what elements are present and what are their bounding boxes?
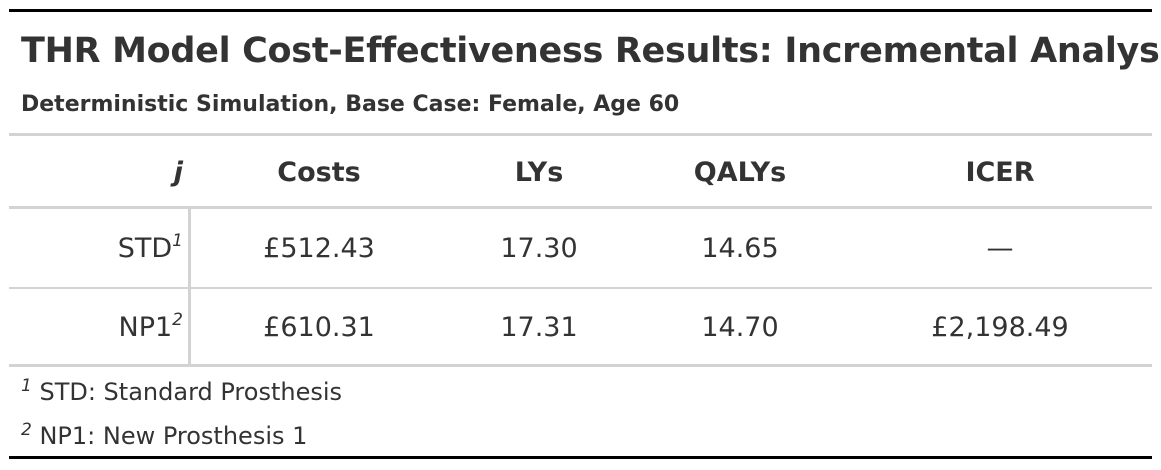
cell-lys-np1: 17.31 xyxy=(500,312,578,343)
row-label-text: STD xyxy=(117,233,173,264)
results-table: THR Model Cost-Effectiveness Results: In… xyxy=(9,9,1161,459)
cell-icer-std: — xyxy=(986,233,1014,264)
footnote-1: 1 STD: Standard Prosthesis xyxy=(21,376,343,406)
footnote-2: 2 NP1: New Prosthesis 1 xyxy=(21,420,308,450)
footnote-marker: 2 xyxy=(172,310,183,330)
table-title: THR Model Cost-Effectiveness Results: In… xyxy=(21,31,1161,71)
cell-qalys-std: 14.65 xyxy=(701,233,779,264)
footnote-marker: 1 xyxy=(21,376,32,396)
column-header-icer: ICER xyxy=(965,157,1035,188)
row-separator xyxy=(9,287,1152,289)
footnote-text: NP1: New Prosthesis 1 xyxy=(39,422,308,450)
header-top-rule xyxy=(9,133,1152,136)
column-header-qalys: QALYs xyxy=(693,157,787,188)
stub-divider xyxy=(188,209,191,364)
column-header-lys: LYs xyxy=(514,157,564,188)
table-subtitle: Deterministic Simulation, Base Case: Fem… xyxy=(21,92,680,117)
column-header-costs: Costs xyxy=(277,157,361,188)
row-label-text: NP1 xyxy=(118,312,173,343)
body-bottom-rule xyxy=(9,364,1152,367)
header-bottom-rule xyxy=(9,206,1152,209)
cell-costs-std: £512.43 xyxy=(263,233,375,264)
row-label-std: STD1 xyxy=(117,231,183,264)
column-header-j: j xyxy=(173,157,183,188)
cell-icer-np1: £2,198.49 xyxy=(931,312,1069,343)
footnote-marker: 2 xyxy=(21,420,32,440)
cell-costs-np1: £610.31 xyxy=(263,312,375,343)
footnote-marker: 1 xyxy=(172,231,183,251)
footnote-text: STD: Standard Prosthesis xyxy=(39,378,343,406)
cell-lys-std: 17.30 xyxy=(500,233,578,264)
cell-qalys-np1: 14.70 xyxy=(701,312,779,343)
row-label-np1: NP12 xyxy=(118,310,184,343)
